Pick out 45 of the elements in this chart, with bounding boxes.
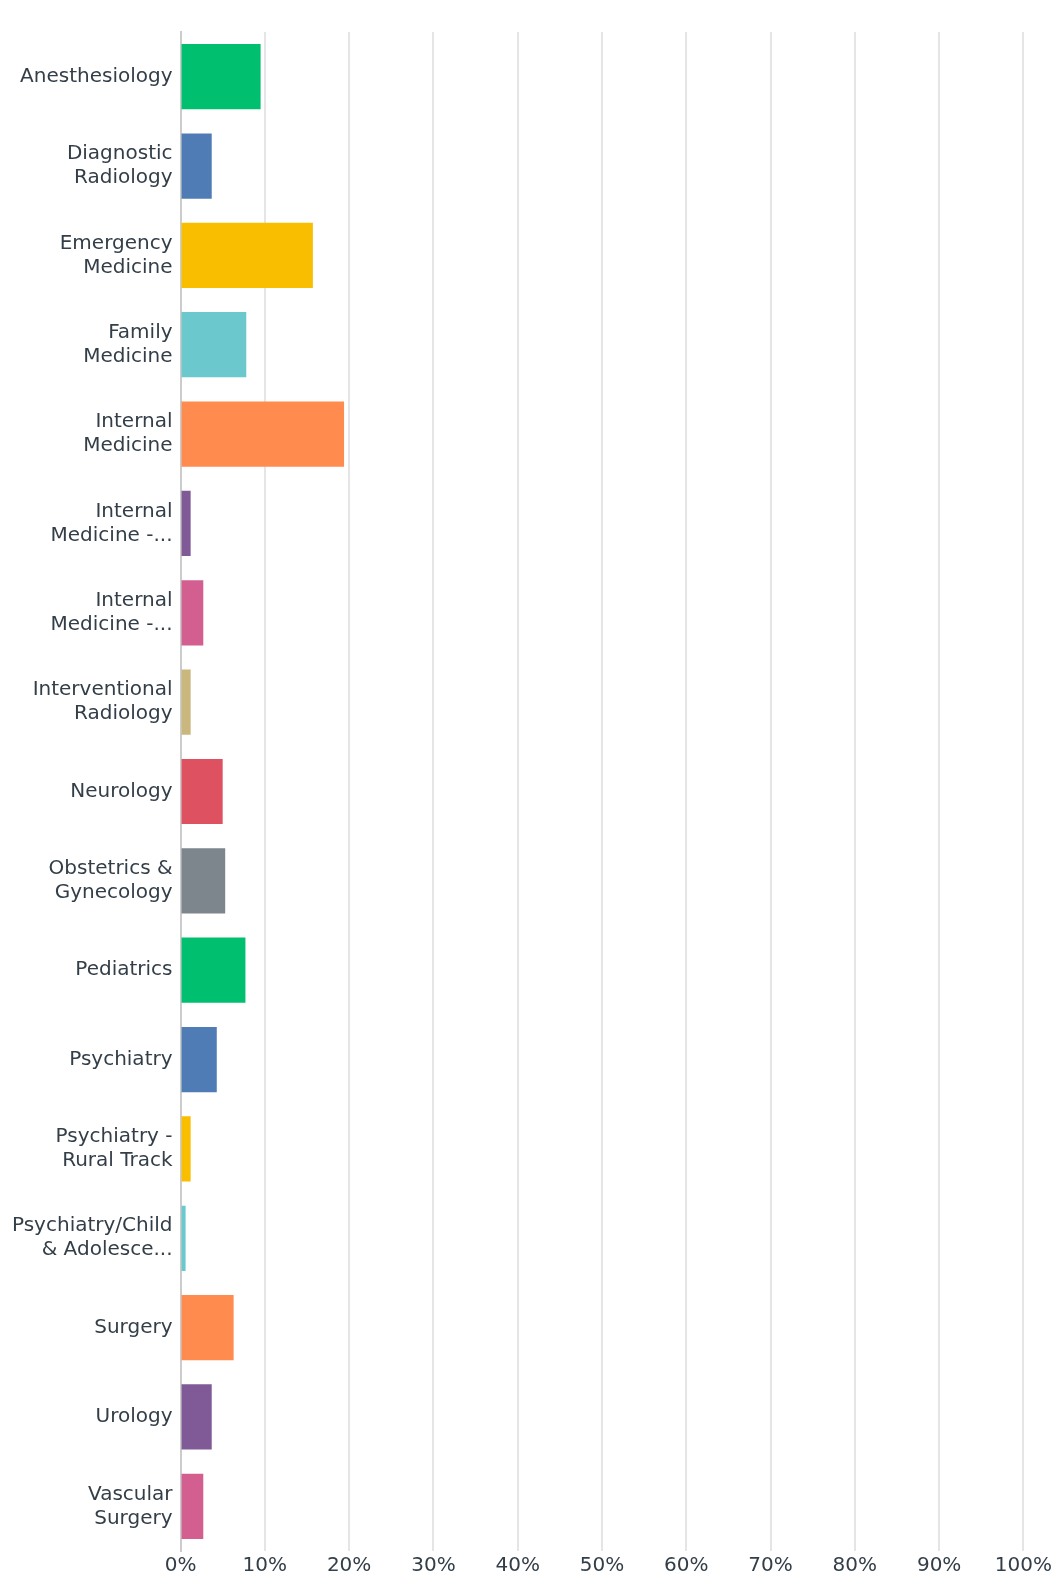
y-tick-label: Psychiatry <box>69 1045 173 1070</box>
y-tick-label: Psychiatry - Rural Track <box>55 1123 173 1172</box>
bar <box>181 401 345 467</box>
bar <box>181 937 246 1003</box>
y-tick-label: Emergency Medicine <box>59 229 173 278</box>
bar <box>181 669 191 735</box>
x-tick-label: 100% <box>994 1552 1052 1577</box>
bar <box>181 1205 186 1271</box>
y-tick-label: Obstetrics & Gynecology <box>48 855 173 904</box>
bar <box>181 222 313 288</box>
bar <box>181 1026 217 1093</box>
x-tick-label: 60% <box>664 1552 709 1577</box>
y-tick-label: Vascular Surgery <box>88 1480 174 1529</box>
x-tick-label: 0% <box>164 1552 197 1577</box>
y-tick-label: Psychiatry/Child & Adolesce... <box>11 1212 173 1261</box>
x-tick-label: 90% <box>916 1552 962 1577</box>
y-tick-label: Urology <box>95 1403 173 1428</box>
bar <box>181 44 261 110</box>
y-tick-label: Pediatrics <box>75 956 173 981</box>
y-tick-label: Interventional Radiology <box>32 676 173 725</box>
bar <box>181 1295 234 1361</box>
x-tick-label: 40% <box>495 1552 540 1577</box>
x-tick-label: 10% <box>242 1552 288 1577</box>
x-tick-label: 30% <box>411 1552 456 1577</box>
bar <box>181 490 191 557</box>
bar <box>181 758 223 825</box>
y-tick-label: Family Medicine <box>83 318 173 367</box>
bar <box>181 1384 212 1450</box>
y-tick-label: Surgery <box>94 1313 173 1338</box>
bar <box>181 312 247 378</box>
x-tick-label: 50% <box>579 1552 625 1577</box>
y-tick-label: Neurology <box>70 777 173 802</box>
y-tick-label: Anesthesiology <box>20 62 173 87</box>
bar <box>181 580 204 646</box>
x-tick-label: 20% <box>326 1552 372 1577</box>
bar <box>181 1116 191 1182</box>
y-tick-label: Internal Medicine -... <box>50 587 173 635</box>
bar <box>181 848 226 914</box>
x-tick-label: 70% <box>748 1552 793 1577</box>
y-tick-label: Internal Medicine -... <box>50 497 173 546</box>
y-tick-label: Diagnostic Radiology <box>66 140 173 189</box>
bar <box>181 133 212 199</box>
x-tick-label: 80% <box>832 1552 878 1577</box>
y-tick-label: Internal Medicine <box>83 408 173 457</box>
bar <box>181 1473 204 1539</box>
